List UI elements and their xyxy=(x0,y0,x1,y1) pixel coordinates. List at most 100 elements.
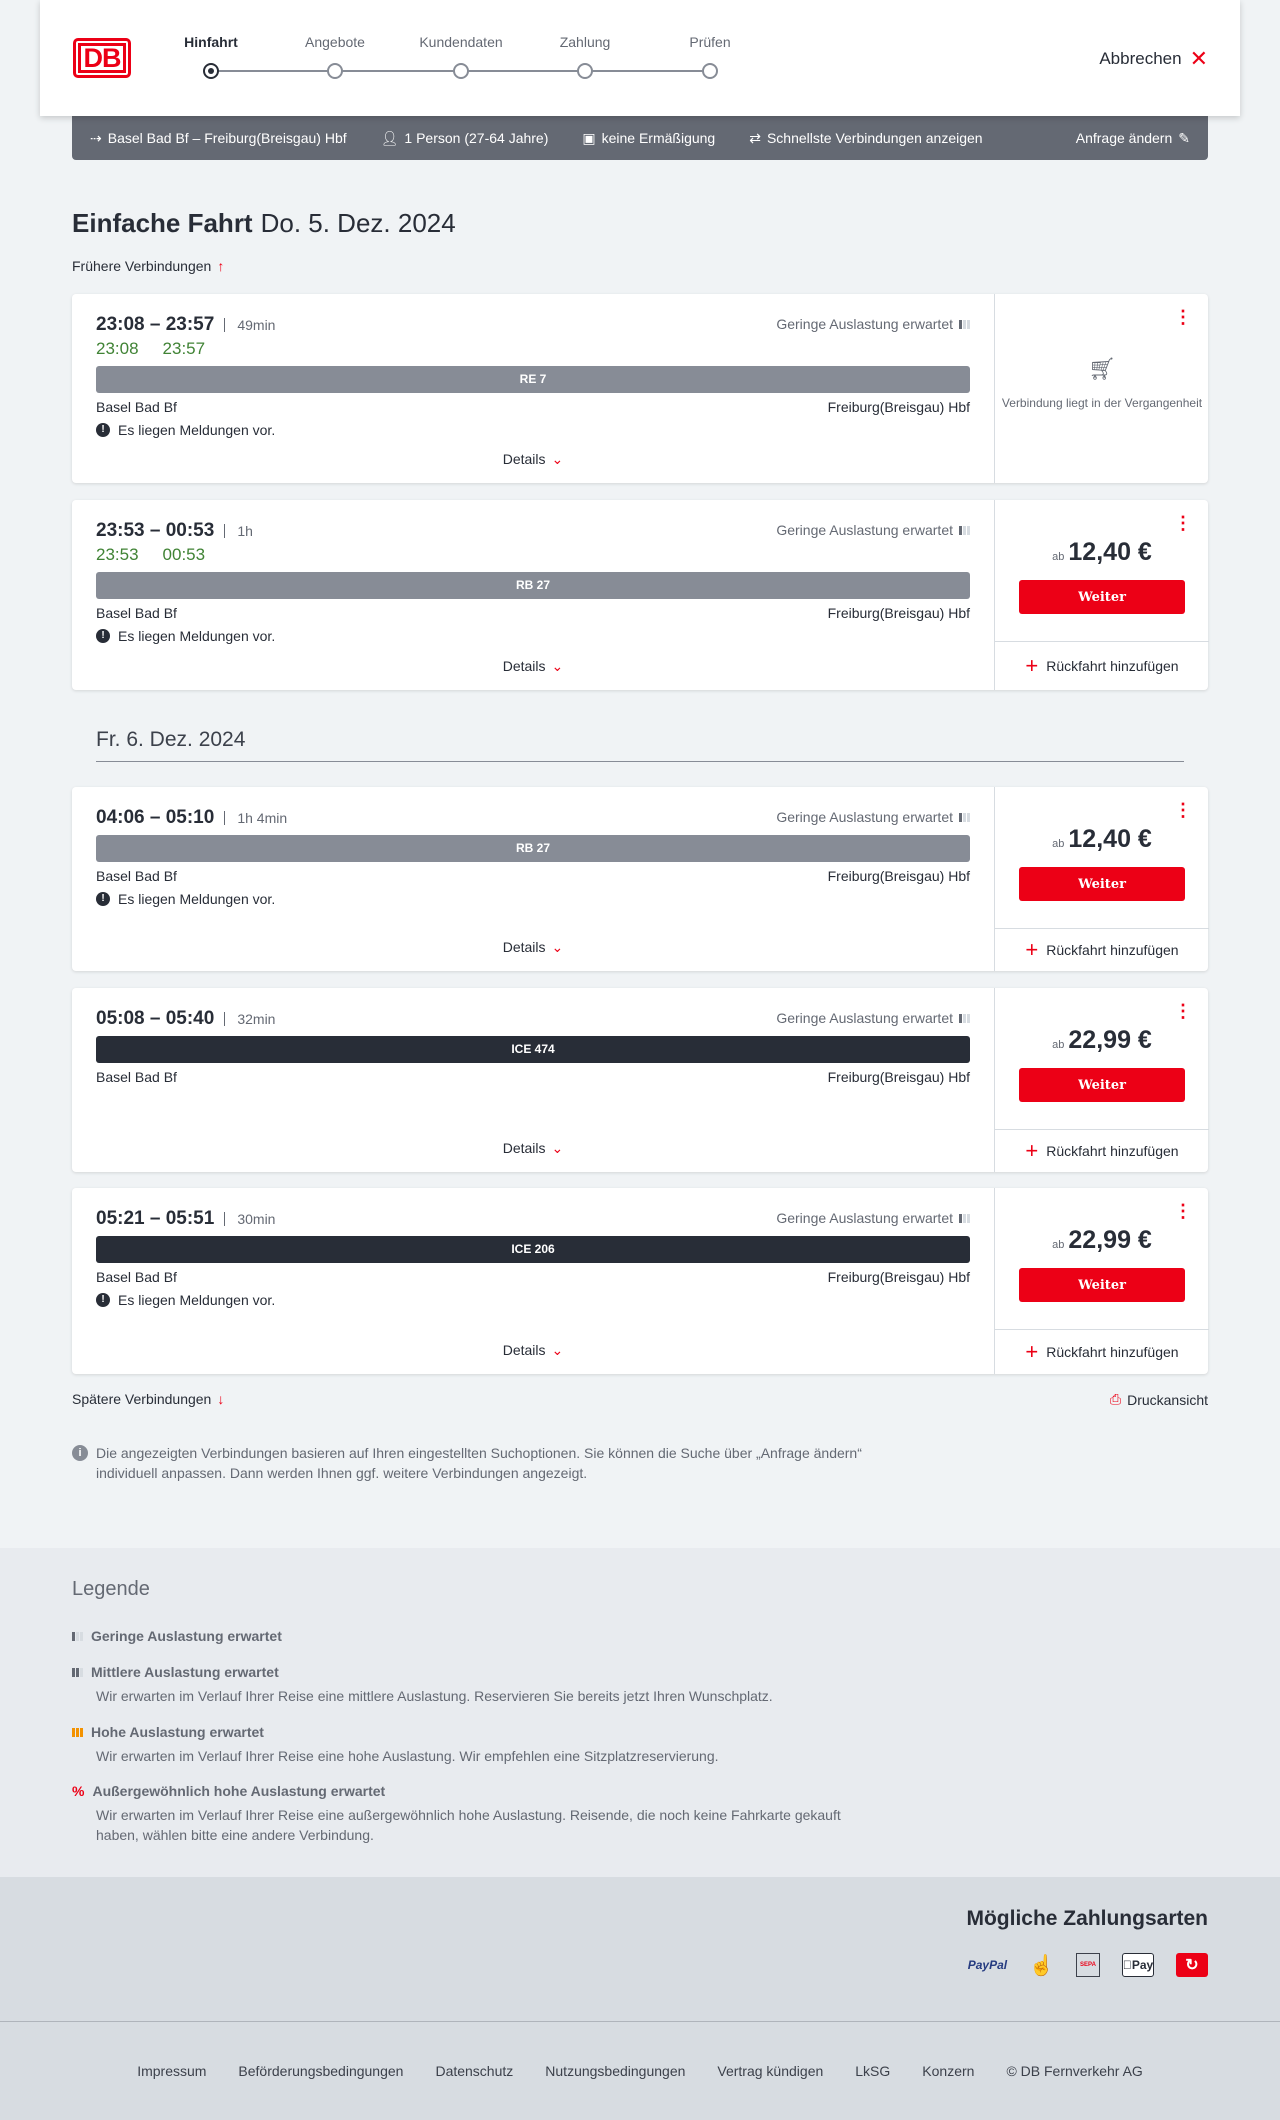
person-icon: 👤︎ xyxy=(380,129,399,146)
cancel-button[interactable]: Abbrechen ✕ xyxy=(1099,46,1208,72)
discount-summary: ▣ keine Ermäßigung xyxy=(582,130,715,147)
legend-item-title: Geringe Auslastung erwartet xyxy=(91,1628,282,1644)
details-toggle[interactable]: Details ⌄ xyxy=(96,451,970,468)
occupancy-label: Geringe Auslastung erwartet xyxy=(776,316,953,332)
more-options-icon[interactable]: ⋮ xyxy=(1174,513,1192,533)
continue-button[interactable]: Weiter xyxy=(1019,867,1185,901)
page-title: Einfache Fahrt Do. 5. Dez. 2024 xyxy=(72,208,456,239)
connection-times: 05:21 – 05:51 30min xyxy=(96,1208,275,1230)
past-connection-note: Verbindung liegt in der Vergangenheit xyxy=(1001,396,1203,410)
chevron-down-icon: ⌄ xyxy=(551,451,564,467)
price-value: 12,40 € xyxy=(1068,538,1152,566)
details-toggle[interactable]: Details ⌄ xyxy=(96,1140,970,1157)
edit-request-button[interactable]: Anfrage ändern ✎ xyxy=(1076,130,1190,147)
footer-link-befoerderungsbedingungen[interactable]: Beförderungsbedingungen xyxy=(238,2063,404,2079)
later-connections-link[interactable]: Spätere Verbindungen ↓ xyxy=(72,1391,224,1407)
stations: Basel Bad Bf Freiburg(Breisgau) Hbf xyxy=(96,399,970,415)
realtime-times: 23:08 23:57 xyxy=(96,339,205,359)
more-options-icon[interactable]: ⋮ xyxy=(1174,1001,1192,1021)
chevron-down-icon: ⌄ xyxy=(551,939,564,955)
price: ab 22,99 € xyxy=(995,1226,1209,1255)
train-bar[interactable]: ICE 206 xyxy=(96,1236,970,1263)
realtime-times: 23:53 00:53 xyxy=(96,545,205,565)
more-options-icon[interactable]: ⋮ xyxy=(1174,800,1192,820)
discount-text: keine Ermäßigung xyxy=(601,130,716,146)
legend-item-text: Wir erwarten im Verlauf Ihrer Reise eine… xyxy=(96,1807,841,1843)
details-toggle[interactable]: Details ⌄ xyxy=(96,939,970,956)
payment-section: Mögliche Zahlungsarten PayPal ☝ SEPA Pa… xyxy=(0,1877,1280,2022)
train-bar[interactable]: RB 27 xyxy=(96,572,970,599)
travelers-text: 1 Person (27-64 Jahre) xyxy=(404,130,549,146)
stations: Basel Bad Bf Freiburg(Breisgau) Hbf xyxy=(96,605,970,621)
add-return-button[interactable]: + Rückfahrt hinzufügen xyxy=(995,1129,1209,1172)
credit-card-icon: ☝ xyxy=(1029,1954,1054,1977)
footer-copyright: © DB Fernverkehr AG xyxy=(1006,2063,1143,2079)
arrow-up-icon: ↑ xyxy=(217,258,225,274)
connection-times: 05:08 – 05:40 32min xyxy=(96,1008,275,1030)
step-dot-active xyxy=(203,63,219,79)
price-prefix: ab xyxy=(1052,551,1065,563)
earlier-label: Frühere Verbindungen xyxy=(72,258,212,274)
legend-item-text: Wir erwarten im Verlauf Ihrer Reise eine… xyxy=(96,1688,773,1704)
add-return-label: Rückfahrt hinzufügen xyxy=(1046,1143,1179,1159)
footer-link-impressum[interactable]: Impressum xyxy=(137,2063,207,2079)
duration: 1h xyxy=(224,524,253,538)
info-text: Die angezeigten Verbindungen basieren au… xyxy=(96,1445,862,1481)
search-summary-bar: ⇢ Basel Bad Bf – Freiburg(Breisgau) Hbf 👤… xyxy=(72,116,1208,160)
stations: Basel Bad Bf Freiburg(Breisgau) Hbf xyxy=(96,868,970,884)
departure-arrival: 05:08 – 05:40 xyxy=(96,1008,215,1029)
print-label: Druckansicht xyxy=(1127,1391,1208,1408)
db-logo[interactable]: DB xyxy=(73,38,131,78)
continue-button[interactable]: Weiter xyxy=(1019,580,1185,614)
details-toggle[interactable]: Details ⌄ xyxy=(96,1342,970,1359)
plus-icon: + xyxy=(1025,1339,1039,1364)
occupancy-low-icon xyxy=(959,1213,970,1223)
price-prefix: ab xyxy=(1052,838,1065,850)
legend-item-text: Wir erwarten im Verlauf Ihrer Reise eine… xyxy=(96,1748,719,1764)
occupancy-low-icon xyxy=(959,812,970,822)
occupancy-exceptional-icon: % xyxy=(72,1783,85,1799)
print-view-link[interactable]: ⎙ Druckansicht xyxy=(1110,1391,1208,1408)
plus-icon: + xyxy=(1025,653,1039,678)
occupancy-low-icon xyxy=(72,1631,83,1641)
occupancy-label: Geringe Auslastung erwartet xyxy=(776,809,953,825)
add-return-label: Rückfahrt hinzufügen xyxy=(1046,658,1179,674)
details-toggle[interactable]: Details ⌄ xyxy=(96,658,970,675)
train-bar[interactable]: RE 7 xyxy=(96,366,970,393)
travelers-summary: 👤︎ 1 Person (27-64 Jahre) xyxy=(381,130,549,147)
train-bar[interactable]: ICE 474 xyxy=(96,1036,970,1063)
destination-station: Freiburg(Breisgau) Hbf xyxy=(827,1269,970,1285)
alert-icon: ! xyxy=(96,629,110,643)
realtime-departure: 23:53 xyxy=(96,545,139,564)
add-return-button[interactable]: + Rückfahrt hinzufügen xyxy=(995,1329,1209,1374)
date-divider: Fr. 6. Dez. 2024 xyxy=(96,728,1184,762)
more-options-icon[interactable]: ⋮ xyxy=(1174,1201,1192,1221)
route-summary: ⇢ Basel Bad Bf – Freiburg(Breisgau) Hbf xyxy=(90,130,347,147)
legend-item-title: Mittlere Auslastung erwartet xyxy=(91,1664,279,1680)
add-return-button[interactable]: + Rückfahrt hinzufügen xyxy=(995,641,1209,690)
earlier-connections-link[interactable]: Frühere Verbindungen ↑ xyxy=(72,258,224,274)
departure-arrival: 04:06 – 05:10 xyxy=(96,807,215,828)
pencil-icon: ✎ xyxy=(1178,129,1190,146)
legend-item-low: Geringe Auslastung erwartet xyxy=(72,1628,872,1644)
arrow-right-icon: ⇢ xyxy=(90,129,102,146)
add-return-button[interactable]: + Rückfahrt hinzufügen xyxy=(995,928,1209,971)
step-hinfahrt: Hinfahrt xyxy=(184,34,238,50)
footer-link-vertrag-kuendigen[interactable]: Vertrag kündigen xyxy=(717,2063,824,2079)
continue-button[interactable]: Weiter xyxy=(1019,1268,1185,1302)
footer-link-konzern[interactable]: Konzern xyxy=(922,2063,975,2079)
continue-button[interactable]: Weiter xyxy=(1019,1068,1185,1102)
footer-link-lksg[interactable]: LkSG xyxy=(855,2063,891,2079)
arrow-down-icon: ↓ xyxy=(217,1391,225,1407)
destination-station: Freiburg(Breisgau) Hbf xyxy=(827,605,970,621)
alert-icon: ! xyxy=(96,423,110,437)
step-zahlung: Zahlung xyxy=(559,34,611,50)
legend-item-medium: Mittlere Auslastung erwartet Wir erwarten… xyxy=(72,1664,872,1706)
disruption-message: ! Es liegen Meldungen vor. xyxy=(96,1292,275,1308)
footer-link-nutzungsbedingungen[interactable]: Nutzungsbedingungen xyxy=(545,2063,686,2079)
destination-station: Freiburg(Breisgau) Hbf xyxy=(827,399,970,415)
more-options-icon[interactable]: ⋮ xyxy=(1174,307,1192,327)
train-bar[interactable]: RB 27 xyxy=(96,835,970,862)
message-text: Es liegen Meldungen vor. xyxy=(118,891,276,907)
footer-link-datenschutz[interactable]: Datenschutz xyxy=(435,2063,514,2079)
